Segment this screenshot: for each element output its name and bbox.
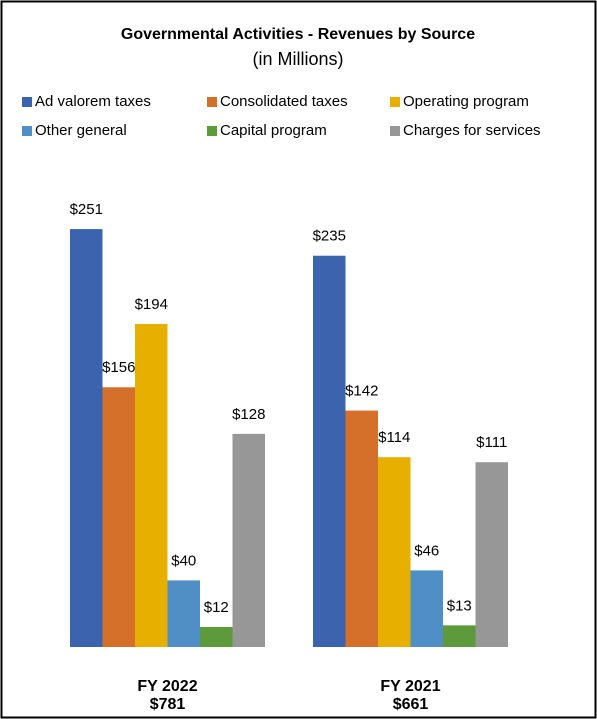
bar	[443, 625, 476, 647]
value-label: $114	[378, 429, 410, 446]
legend-swatch	[207, 97, 217, 107]
value-label: $142	[345, 383, 378, 400]
bar	[313, 255, 346, 647]
bar	[232, 433, 265, 647]
value-label: $13	[447, 597, 472, 614]
bar	[102, 387, 135, 647]
legend-swatch	[390, 97, 400, 107]
bar	[345, 410, 378, 647]
bar	[70, 229, 103, 647]
category-total: $661	[393, 696, 429, 713]
value-label: $194	[135, 296, 168, 313]
value-label: $128	[232, 406, 265, 423]
legend-swatch	[22, 126, 32, 136]
legend-label: Ad valorem taxes	[35, 93, 151, 110]
legend-swatch	[390, 126, 400, 136]
legend-swatch	[207, 126, 217, 136]
value-label: $40	[171, 552, 196, 569]
value-label: $251	[70, 201, 103, 218]
chart-title: Governmental Activities - Revenues by So…	[121, 26, 475, 43]
legend-swatch	[22, 97, 32, 107]
bar	[135, 323, 168, 647]
value-label: $235	[313, 228, 346, 245]
legend-label: Charges for services	[403, 122, 541, 139]
legend-label: Operating program	[403, 93, 529, 110]
bar	[167, 580, 200, 647]
x-tick-label: FY 2022	[137, 678, 197, 695]
bar	[475, 462, 508, 647]
value-label: $46	[414, 542, 439, 559]
bar	[410, 570, 443, 647]
x-tick-label: FY 2021	[380, 678, 440, 695]
category-total: $781	[150, 696, 186, 713]
chart-subtitle: (in Millions)	[252, 49, 343, 69]
bar	[378, 457, 411, 647]
bar	[200, 627, 233, 647]
legend-label: Capital program	[220, 122, 327, 139]
legend-label: Other general	[35, 122, 127, 139]
value-label: $12	[204, 599, 229, 616]
legend-label: Consolidated taxes	[220, 93, 348, 110]
value-label: $156	[102, 359, 135, 376]
value-label: $111	[476, 434, 507, 451]
